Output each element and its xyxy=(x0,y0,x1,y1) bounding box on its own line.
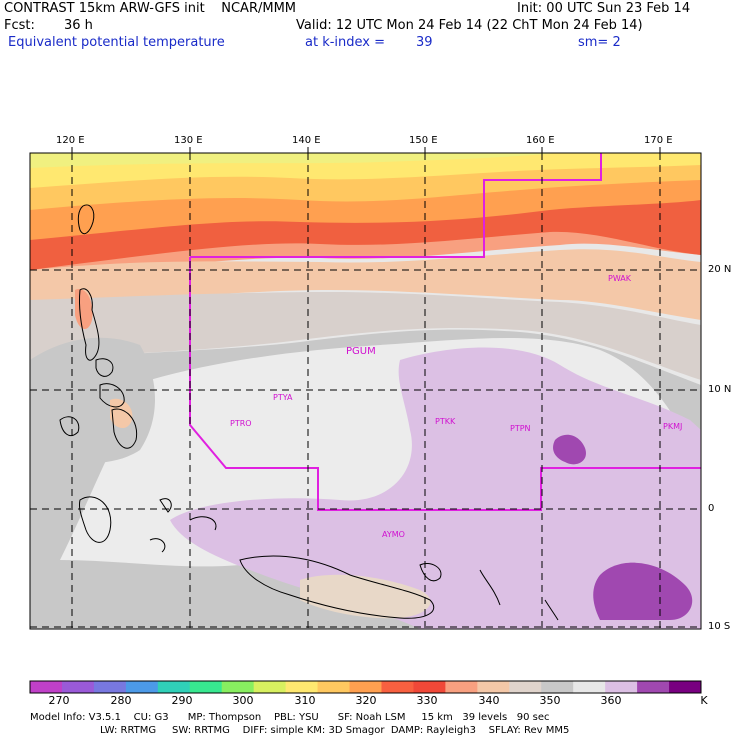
station-pgum: PGUM xyxy=(346,346,376,357)
colorbar-label-280: 280 xyxy=(110,694,132,707)
colorbar-label-350: 350 xyxy=(539,694,561,707)
colorbar-label-340: 340 xyxy=(478,694,500,707)
lon-label-120e: 120 E xyxy=(56,135,85,146)
lat-label-equator: 0 xyxy=(708,503,715,514)
colorbar-swatch xyxy=(30,681,63,693)
station-ptpn: PTPN xyxy=(510,424,531,433)
colorbar-swatch xyxy=(349,681,382,693)
forecast-label: Fcst: xyxy=(4,18,35,33)
colorbar-swatch xyxy=(541,681,574,693)
colorbar-swatch xyxy=(221,681,255,693)
colorbar-unit: K xyxy=(700,694,708,707)
colorbar-swatches xyxy=(29,680,702,694)
colorbar-swatch xyxy=(573,681,606,693)
smoothing-label: sm= 2 xyxy=(578,35,621,50)
init-time: Init: 00 UTC Sun 23 Feb 14 xyxy=(517,1,691,16)
colorbar-swatch xyxy=(253,681,287,693)
level-label: at k-index = xyxy=(305,35,386,50)
lon-label-170e: 170 E xyxy=(644,135,673,146)
lon-label-160e: 160 E xyxy=(526,135,555,146)
lat-label-10n: 10 N xyxy=(708,384,732,395)
colorbar-swatch xyxy=(605,681,638,693)
colorbar-swatch xyxy=(637,681,670,693)
colorbar-label-300: 300 xyxy=(232,694,254,707)
colorbar-swatch xyxy=(93,681,127,693)
lat-label-20n: 20 N xyxy=(708,264,732,275)
colorbar-label-270: 270 xyxy=(48,694,70,707)
colorbar-swatch xyxy=(285,681,319,693)
level-value: 39 xyxy=(416,35,433,50)
colorbar-swatch xyxy=(61,681,95,693)
valid-time: Valid: 12 UTC Mon 24 Feb 14 (22 ChT Mon … xyxy=(296,18,643,33)
colorbar-label-320: 320 xyxy=(355,694,377,707)
colorbar-swatch xyxy=(413,681,446,693)
lon-label-150e: 150 E xyxy=(409,135,438,146)
colorbar-label-330: 330 xyxy=(416,694,438,707)
colorbar-label-360: 360 xyxy=(600,694,622,707)
station-ptya: PTYA xyxy=(273,393,293,402)
model-info-line1: Model Info: V3.5.1 CU: G3 MP: Thompson P… xyxy=(30,712,550,723)
colorbar-label-290: 290 xyxy=(171,694,193,707)
colorbar-frame xyxy=(29,680,702,694)
colorbar-swatch xyxy=(317,681,351,693)
colorbar-swatch xyxy=(381,681,414,693)
lat-label-10s: 10 S xyxy=(708,621,731,632)
station-ptro: PTRO xyxy=(230,419,252,428)
colorbar-swatch xyxy=(125,681,159,693)
station-pwak: PWAK xyxy=(608,274,632,283)
colorbar-swatch xyxy=(189,681,223,693)
colorbar-swatch xyxy=(669,681,702,693)
header-title: CONTRAST 15km ARW-GFS init NCAR/MMM xyxy=(4,1,297,16)
colorbar-swatch xyxy=(445,681,478,693)
colorbar-label-310: 310 xyxy=(294,694,316,707)
station-aymo: AYMO xyxy=(382,530,405,539)
colorbar-swatch xyxy=(157,681,191,693)
station-pkmj: PKMJ xyxy=(663,422,683,431)
station-ptkk: PTKK xyxy=(435,417,456,426)
lon-label-130e: 130 E xyxy=(174,135,203,146)
model-info-line2: LW: RRTMG SW: RRTMG DIFF: simple KM: 3D … xyxy=(100,725,570,736)
colorbar-swatch xyxy=(509,681,542,693)
colorbar-swatch xyxy=(477,681,510,693)
forecast-hour: 36 h xyxy=(64,18,93,33)
field-name: Equivalent potential temperature xyxy=(8,35,225,50)
lon-label-140e: 140 E xyxy=(292,135,321,146)
